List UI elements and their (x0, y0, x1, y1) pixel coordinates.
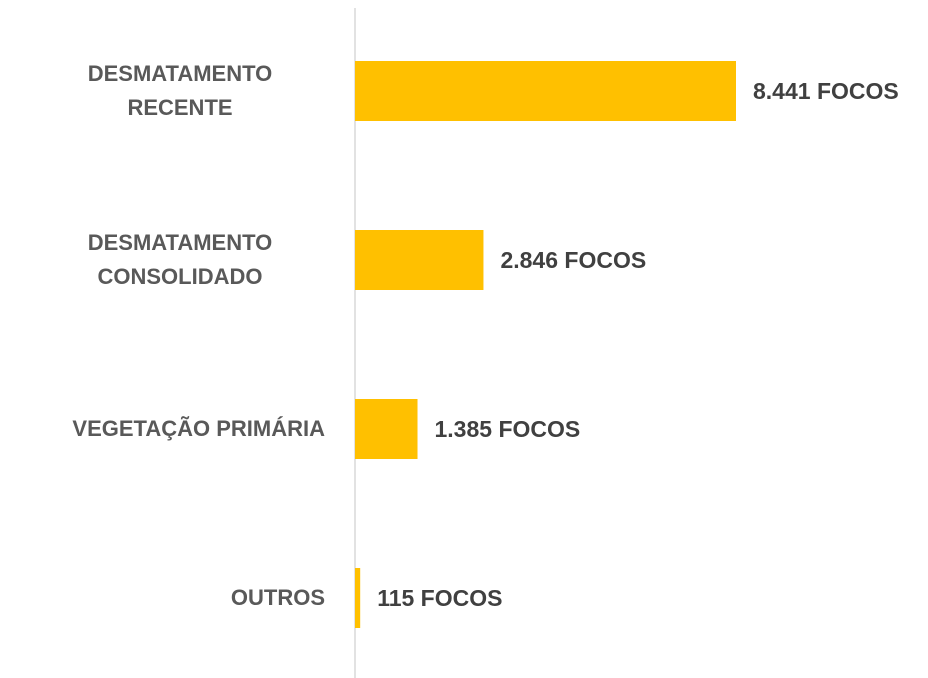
category-label: DESMATAMENTO CONSOLIDADO (87, 230, 273, 289)
value-label: 2.846 FOCOS (500, 247, 646, 273)
bar (355, 61, 736, 121)
bar (355, 568, 361, 628)
category-label: DESMATAMENTO RECENTE (87, 61, 273, 120)
category-label: VEGETAÇÃO PRIMÁRIA (72, 416, 325, 441)
bar (355, 230, 484, 290)
bar (355, 399, 418, 459)
value-label: 8.441 FOCOS (753, 78, 899, 104)
category-label: OUTROS (230, 585, 325, 610)
value-label: 1.385 FOCOS (435, 416, 581, 442)
value-label: 115 FOCOS (377, 585, 502, 611)
